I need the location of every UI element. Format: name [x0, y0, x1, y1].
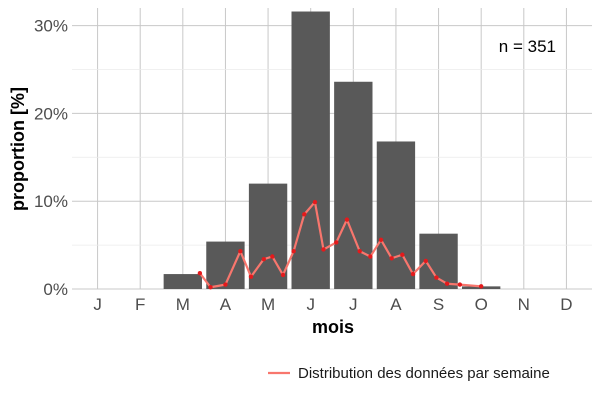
weekly-point: [312, 199, 318, 205]
x-tick-label: F: [135, 295, 145, 314]
weekly-point: [334, 240, 339, 245]
bars: [163, 11, 501, 289]
x-tick-label: A: [220, 295, 232, 314]
weekly-point: [444, 281, 450, 286]
x-axis-title: mois: [312, 317, 354, 337]
weekly-point: [208, 285, 213, 290]
x-tick-label: J: [349, 295, 358, 314]
x-tick-label: D: [560, 295, 572, 314]
x-tick-label: N: [518, 295, 530, 314]
weekly-point: [423, 258, 428, 264]
y-tick-label: 10%: [34, 192, 68, 211]
weekly-point: [291, 249, 296, 254]
x-tick-label: A: [390, 295, 402, 314]
weekly-point: [280, 272, 286, 278]
weekly-point: [344, 217, 350, 222]
weekly-point: [357, 249, 362, 254]
bar: [334, 81, 373, 289]
weekly-point: [410, 271, 416, 277]
x-tick-label: J: [93, 295, 102, 314]
y-tick-label: 0%: [43, 280, 68, 299]
x-tick-label: M: [261, 295, 275, 314]
x-tick-label: M: [176, 295, 190, 314]
x-tick-label: S: [433, 295, 444, 314]
legend-label: Distribution des données par semaine: [298, 365, 550, 382]
weekly-points: [197, 199, 484, 290]
weekly-point: [248, 274, 254, 279]
x-tick-label: J: [306, 295, 315, 314]
legend: Distribution des données par semaine: [268, 365, 550, 382]
y-tick-labels: 0% 10% 20% 30%: [34, 17, 68, 299]
weekly-point: [457, 282, 463, 287]
weekly-point: [434, 275, 439, 280]
weekly-point: [223, 282, 228, 287]
weekly-point: [368, 254, 373, 259]
bar: [206, 241, 245, 289]
weekly-point: [478, 284, 484, 289]
bar: [291, 11, 330, 289]
y-tick-label: 30%: [34, 17, 68, 36]
bar: [163, 274, 202, 289]
y-tick-label: 20%: [34, 104, 68, 123]
weekly-point: [389, 256, 394, 261]
weekly-point: [197, 270, 203, 276]
weekly-point: [378, 237, 384, 243]
weekly-point: [321, 247, 326, 252]
weekly-point: [270, 254, 275, 259]
weekly-point: [302, 212, 307, 217]
y-axis-title: proportion [%]: [8, 87, 28, 211]
weekly-point: [400, 252, 405, 257]
weekly-point: [261, 256, 267, 262]
n-annotation: n = 351: [499, 37, 556, 56]
weekly-point: [238, 249, 243, 254]
x-tick-label: O: [475, 295, 488, 314]
